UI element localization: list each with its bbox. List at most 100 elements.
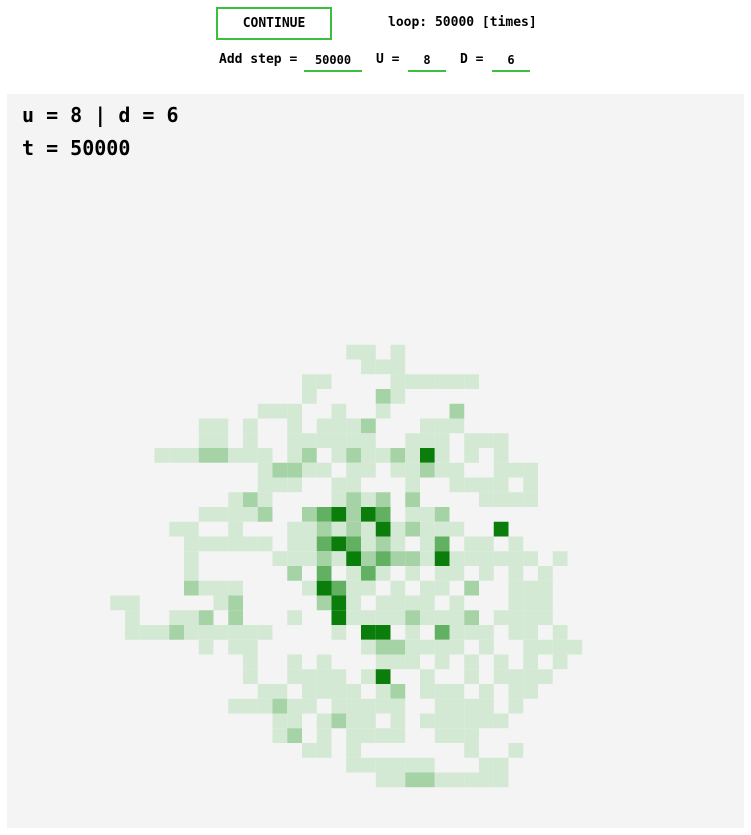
add-step-input[interactable]	[304, 50, 362, 72]
grid-cell	[287, 698, 302, 714]
grid-cell	[508, 684, 524, 699]
grid-cell	[538, 639, 553, 655]
grid-cell	[434, 654, 450, 670]
grid-cell	[375, 448, 391, 463]
grid-cell	[405, 507, 420, 522]
grid-cell	[272, 713, 288, 729]
grid-cell	[405, 374, 420, 389]
grid-cell	[316, 595, 332, 611]
grid-cell	[287, 566, 302, 581]
grid-cell	[449, 610, 465, 625]
grid-cell	[375, 684, 391, 699]
grid-cell	[405, 566, 420, 581]
grid-cell	[331, 698, 347, 714]
cell-grid	[110, 344, 583, 788]
grid-cell	[228, 698, 243, 714]
grid-cell	[125, 595, 140, 611]
grid-cell	[405, 625, 420, 640]
grid-cell	[125, 610, 140, 625]
grid-cell	[361, 625, 376, 640]
grid-cell	[331, 713, 347, 729]
grid-cell	[538, 595, 553, 611]
grid-cell	[331, 403, 347, 419]
grid-cell	[434, 374, 450, 389]
u-input[interactable]	[408, 50, 446, 72]
grid-cell	[361, 507, 376, 522]
grid-cell	[361, 418, 376, 434]
grid-cell	[420, 610, 435, 625]
grid-cell	[213, 507, 229, 522]
grid-cell	[361, 551, 376, 566]
grid-cell	[479, 536, 494, 552]
grid-cell	[405, 448, 420, 463]
grid-cell	[508, 536, 524, 552]
grid-cell	[287, 669, 302, 684]
grid-cell	[464, 625, 479, 640]
grid-cell	[346, 698, 361, 714]
grid-cell	[375, 772, 391, 788]
grid-cell	[125, 625, 140, 640]
grid-cell	[302, 521, 317, 537]
d-input[interactable]	[492, 50, 530, 72]
control-row-params: Add step = U = D =	[0, 48, 751, 74]
grid-cell	[493, 757, 509, 773]
grid-cell	[287, 654, 302, 670]
grid-cell	[523, 580, 538, 596]
continue-button[interactable]: CONTINUE	[216, 7, 332, 40]
grid-cell	[272, 477, 288, 493]
grid-cell	[316, 536, 332, 552]
grid-cell	[243, 625, 258, 640]
grid-cell	[464, 610, 479, 625]
grid-cell	[228, 521, 243, 537]
control-row-top: CONTINUE loop: 50000 [times]	[0, 7, 751, 40]
grid-cell	[375, 389, 391, 404]
grid-cell	[523, 610, 538, 625]
grid-cell	[346, 595, 361, 611]
grid-cell	[434, 433, 450, 448]
grid-cell	[508, 566, 524, 581]
grid-cell	[405, 772, 420, 788]
grid-cell	[213, 625, 229, 640]
grid-cell	[272, 684, 288, 699]
grid-cell	[302, 507, 317, 522]
grid-cell	[198, 625, 214, 640]
grid-cell	[243, 448, 258, 463]
grid-cell	[493, 492, 509, 507]
grid-cell	[464, 713, 479, 729]
grid-cell	[434, 566, 450, 581]
grid-cell	[479, 698, 494, 714]
grid-cell	[508, 462, 524, 478]
grid-cell	[287, 418, 302, 434]
grid-cell	[346, 433, 361, 448]
grid-cell	[493, 669, 509, 684]
u-label: U =	[376, 52, 400, 67]
grid-cell	[375, 521, 391, 537]
grid-cell	[287, 462, 302, 478]
grid-cell	[257, 477, 273, 493]
grid-cell	[198, 448, 214, 463]
grid-cell	[523, 684, 538, 699]
grid-cell	[302, 433, 317, 448]
grid-cell	[257, 403, 273, 419]
grid-cell	[390, 595, 406, 611]
grid-cell	[523, 477, 538, 493]
grid-cell	[213, 595, 229, 611]
grid-cell	[552, 639, 568, 655]
grid-cell	[228, 639, 243, 655]
grid-cell	[213, 580, 229, 596]
grid-cell	[420, 374, 435, 389]
grid-cell	[493, 610, 509, 625]
grid-cell	[508, 625, 524, 640]
grid-cell	[390, 374, 406, 389]
grid-cell	[523, 551, 538, 566]
grid-cell	[287, 610, 302, 625]
grid-cell	[434, 713, 450, 729]
grid-cell	[198, 536, 214, 552]
grid-cell	[434, 684, 450, 699]
add-step-label: Add step =	[219, 52, 298, 67]
grid-cell	[302, 536, 317, 552]
grid-cell	[287, 551, 302, 566]
grid-cell	[169, 625, 184, 640]
grid-cell	[449, 713, 465, 729]
grid-cell	[390, 389, 406, 404]
